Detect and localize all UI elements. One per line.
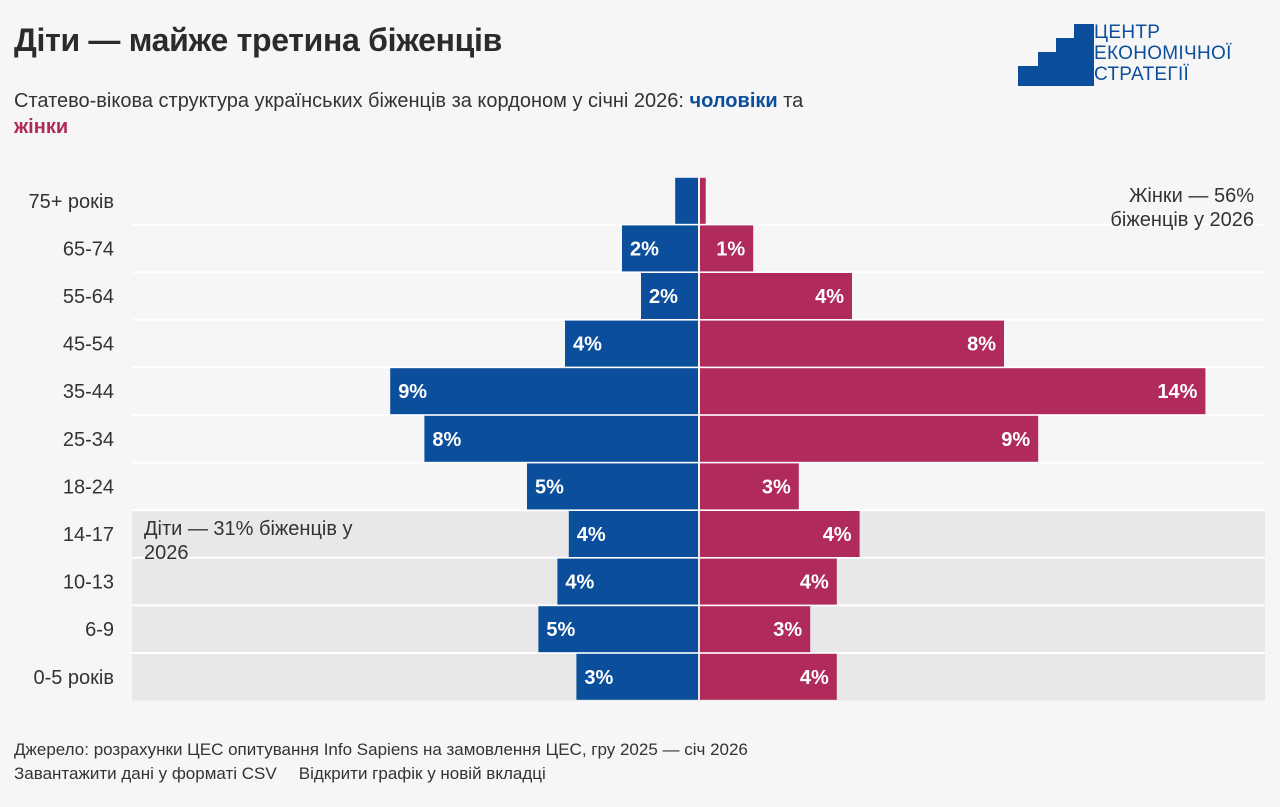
- men-value-label: 2%: [649, 286, 678, 308]
- logo-line-3: СТРАТЕГІЇ: [1094, 64, 1190, 85]
- logo-text: ЦЕНТР ЕКОНОМІЧНОЇ СТРАТЕГІЇ: [1094, 22, 1232, 85]
- category-label: 18-24: [63, 476, 114, 498]
- women-bar: [700, 606, 811, 653]
- men-bar: [576, 653, 698, 700]
- men-bar: [622, 225, 698, 272]
- women-value-label: 8%: [967, 334, 996, 356]
- download-csv-link[interactable]: Завантажити дані у форматі CSV: [14, 764, 277, 783]
- category-label: 25-34: [63, 429, 114, 451]
- women-value-label: 4%: [800, 667, 829, 689]
- category-label: 45-54: [63, 334, 114, 356]
- women-value-label: 9%: [1001, 429, 1030, 451]
- logo-line-1: ЦЕНТР: [1094, 22, 1161, 43]
- source-note: Джерело: розрахунки ЦЕС опитування Info …: [14, 740, 748, 759]
- women-bar: [700, 273, 852, 319]
- men-bar: [538, 606, 698, 653]
- men-value-label: 5%: [546, 619, 575, 641]
- men-bar: [641, 273, 698, 319]
- men-bar: [675, 177, 698, 224]
- category-label: 0-5 років: [33, 667, 114, 689]
- women-bar: [700, 320, 1004, 367]
- category-label: 35-44: [63, 381, 114, 403]
- women-value-label: 4%: [823, 524, 852, 546]
- women-value-label: 3%: [762, 476, 791, 498]
- category-label: 75+ років: [28, 191, 114, 213]
- women-bar: [700, 558, 837, 605]
- men-bar: [424, 415, 698, 462]
- women-value-label: 4%: [815, 286, 844, 308]
- subtitle-text: Статево-вікова структура українських біж…: [14, 90, 690, 112]
- category-label: 14-17: [63, 524, 114, 546]
- men-value-label: 9%: [398, 381, 427, 403]
- men-bar: [390, 368, 698, 415]
- chart-subtitle: Статево-вікова структура українських біж…: [14, 88, 974, 140]
- men-bar: [527, 463, 698, 510]
- women-value-label: 3%: [773, 619, 802, 641]
- footer: Джерело: розрахунки ЦЕС опитування Info …: [14, 738, 748, 786]
- men-value-label: 3%: [584, 667, 613, 689]
- open-new-tab-link[interactable]: Відкрити графік у новій вкладці: [298, 764, 546, 783]
- category-label: 65-74: [63, 238, 114, 260]
- men-value-label: 8%: [432, 429, 461, 451]
- men-value-label: 4%: [573, 334, 602, 356]
- men-value-label: 4%: [577, 524, 606, 546]
- women-bar: [700, 225, 754, 272]
- men-bar: [557, 558, 698, 605]
- logo-line-2: ЕКОНОМІЧНОЇ: [1094, 43, 1232, 64]
- women-bar: [700, 368, 1206, 415]
- subtitle-men: чоловіки: [689, 90, 778, 112]
- men-bar: [568, 511, 698, 557]
- children-annotation: Діти — 31% біженців у 2026: [144, 518, 353, 564]
- men-value-label: 2%: [630, 238, 659, 260]
- subtitle-and: та: [777, 90, 804, 112]
- category-label: 6-9: [85, 619, 114, 641]
- category-label: 10-13: [63, 572, 114, 594]
- women-value-label: 14%: [1157, 381, 1197, 403]
- women-bar: [700, 511, 860, 557]
- population-pyramid-chart: 75+ років 65-74 2% 1% 55-64 2% 4% 45-54 4% 8% 35-4…: [28, 177, 1265, 701]
- chart-title: Діти — майже третина біженців: [14, 22, 503, 58]
- women-bar: [700, 463, 799, 510]
- women-value-label: 1%: [716, 238, 745, 260]
- men-bar: [565, 320, 698, 367]
- women-bar: [700, 653, 837, 700]
- men-value-label: 4%: [565, 572, 594, 594]
- ces-logo-icon: [1018, 24, 1094, 86]
- women-annotation: Жінки — 56% біженців у 2026: [1110, 185, 1254, 231]
- women-bar: [700, 177, 706, 224]
- women-value-label: 4%: [800, 572, 829, 594]
- men-value-label: 5%: [535, 476, 564, 498]
- subtitle-women: жінки: [14, 116, 69, 138]
- women-bar: [700, 415, 1039, 462]
- category-label: 55-64: [63, 286, 114, 308]
